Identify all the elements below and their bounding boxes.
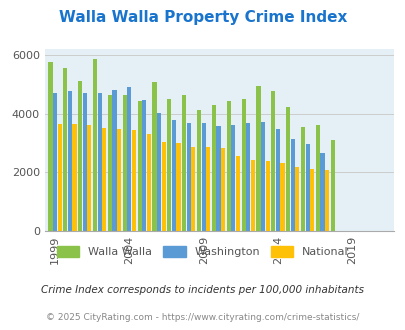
Bar [137, 101, 141, 231]
Bar [305, 144, 309, 231]
Bar [275, 129, 279, 231]
Bar [235, 156, 239, 231]
Bar [93, 58, 97, 231]
Bar [309, 169, 313, 231]
Bar [241, 99, 245, 231]
Bar [216, 126, 220, 231]
Bar [176, 144, 180, 231]
Bar [280, 163, 284, 231]
Text: Walla Walla Property Crime Index: Walla Walla Property Crime Index [59, 10, 346, 25]
Legend: Walla Walla, Washington, National: Walla Walla, Washington, National [53, 242, 352, 262]
Bar [53, 93, 57, 231]
Bar [290, 139, 294, 231]
Bar [117, 129, 121, 231]
Bar [108, 95, 112, 231]
Bar [112, 90, 116, 231]
Bar [201, 123, 205, 231]
Bar [294, 167, 298, 231]
Bar [182, 95, 186, 231]
Bar [250, 160, 254, 231]
Bar [161, 142, 165, 231]
Bar [87, 125, 91, 231]
Bar [167, 99, 171, 231]
Bar [127, 87, 131, 231]
Bar [83, 93, 87, 231]
Bar [330, 140, 334, 231]
Bar [171, 120, 176, 231]
Bar [72, 124, 76, 231]
Bar [132, 130, 136, 231]
Bar [265, 161, 269, 231]
Bar [102, 128, 106, 231]
Text: Crime Index corresponds to incidents per 100,000 inhabitants: Crime Index corresponds to incidents per… [41, 285, 364, 295]
Bar [63, 68, 67, 231]
Bar [58, 124, 62, 231]
Text: © 2025 CityRating.com - https://www.cityrating.com/crime-statistics/: © 2025 CityRating.com - https://www.city… [46, 313, 359, 322]
Bar [142, 100, 146, 231]
Bar [220, 148, 224, 231]
Bar [186, 123, 190, 231]
Bar [68, 91, 72, 231]
Bar [271, 91, 275, 231]
Bar [256, 86, 260, 231]
Bar [122, 95, 127, 231]
Bar [226, 101, 230, 231]
Bar [48, 62, 53, 231]
Bar [245, 123, 249, 231]
Bar [300, 127, 305, 231]
Bar [324, 170, 328, 231]
Bar [97, 93, 102, 231]
Bar [196, 111, 201, 231]
Bar [260, 122, 264, 231]
Bar [206, 147, 210, 231]
Bar [320, 153, 324, 231]
Bar [231, 125, 235, 231]
Bar [78, 81, 82, 231]
Bar [191, 147, 195, 231]
Bar [211, 105, 215, 231]
Bar [315, 125, 319, 231]
Bar [146, 134, 150, 231]
Bar [152, 82, 156, 231]
Bar [157, 113, 161, 231]
Bar [286, 107, 290, 231]
